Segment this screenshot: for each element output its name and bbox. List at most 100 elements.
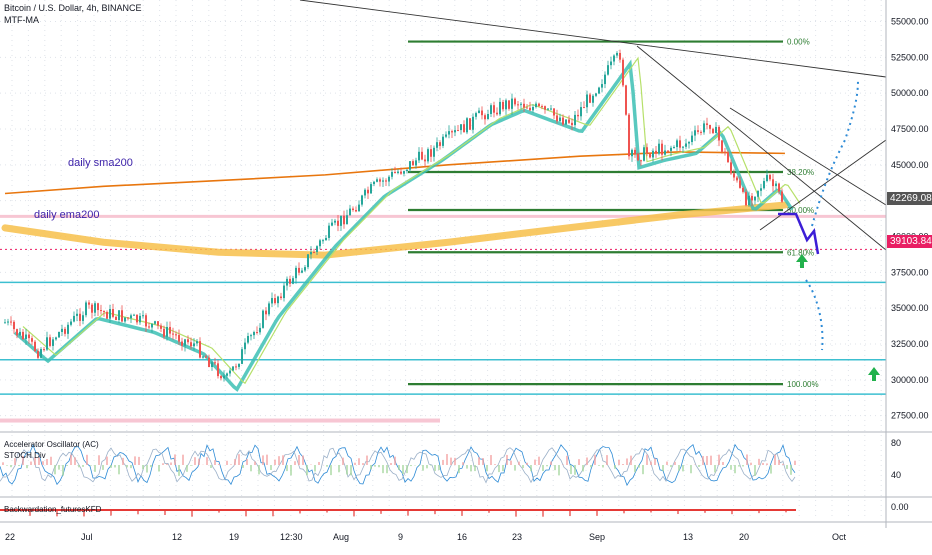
candle-body — [25, 335, 27, 340]
pane-tick-label: 80 — [891, 438, 901, 448]
ac-histogram-bar — [82, 465, 84, 467]
candle-body — [781, 191, 783, 201]
ac-histogram-bar — [762, 463, 764, 465]
candle-body — [481, 111, 483, 116]
candle-body — [148, 326, 150, 327]
ac-histogram-bar — [750, 463, 752, 465]
candle-body — [427, 149, 429, 161]
candle-body — [757, 191, 759, 197]
ac-histogram-bar — [78, 465, 80, 467]
candle-body — [217, 363, 219, 376]
candle-body — [169, 327, 171, 334]
ac-histogram-bar — [702, 456, 704, 465]
candle-body — [742, 188, 744, 192]
ac-histogram-bar — [438, 465, 440, 470]
ac-histogram-bar — [786, 465, 788, 469]
ac-histogram-bar — [442, 460, 444, 465]
candle-body — [748, 196, 750, 205]
candle-body — [688, 142, 690, 143]
price-tick-label: 45000.00 — [891, 160, 929, 170]
sma200-annotation: daily sma200 — [68, 157, 133, 169]
ac-histogram-bar — [554, 465, 556, 470]
ac-histogram-bar — [326, 465, 328, 467]
ac-histogram-bar — [778, 460, 780, 465]
ac-histogram-bar — [730, 465, 732, 470]
candle-body — [478, 111, 480, 114]
ac-histogram-bar — [626, 458, 628, 465]
ac-histogram-bar — [162, 463, 164, 465]
candle-body — [460, 124, 462, 130]
ac-histogram-bar — [346, 465, 348, 475]
ac-histogram-bar — [342, 458, 344, 465]
candle-body — [517, 104, 519, 105]
candle-body — [37, 351, 39, 358]
ac-histogram-bar — [370, 465, 372, 469]
time-tick-label: 13 — [683, 532, 693, 542]
candle-body — [394, 172, 396, 173]
candle-body — [670, 148, 672, 151]
candle-body — [640, 160, 642, 161]
stoch-pane-label: STOCH Div — [4, 451, 46, 460]
ac-histogram-bar — [534, 460, 536, 465]
candle-body — [208, 358, 210, 367]
ac-histogram-bar — [770, 465, 772, 474]
candle-body — [496, 113, 498, 115]
candle-body — [22, 332, 24, 339]
ac-histogram-bar — [190, 465, 192, 466]
ac-histogram-bar — [278, 456, 280, 465]
candle-body — [775, 184, 777, 187]
candle-body — [475, 113, 477, 117]
price-tick-label: 32500.00 — [891, 339, 929, 349]
candle-body — [706, 123, 708, 125]
ac-histogram-bar — [582, 465, 584, 471]
candle-body — [604, 75, 606, 84]
candle-body — [301, 271, 303, 273]
candle-body — [163, 329, 165, 337]
ac-histogram-bar — [18, 465, 20, 466]
candle-body — [76, 314, 78, 316]
candle-body — [307, 254, 309, 267]
candle-body — [145, 315, 147, 326]
ac-histogram-bar — [586, 458, 588, 465]
ac-histogram-bar — [182, 455, 184, 465]
ac-histogram-bar — [774, 455, 776, 465]
time-tick-label: Oct — [832, 532, 847, 542]
price-tick-label: 52500.00 — [891, 52, 929, 62]
candle-body — [349, 209, 351, 216]
ac-histogram-bar — [366, 456, 368, 465]
ac-histogram-bar — [574, 465, 576, 475]
candle-body — [508, 100, 510, 108]
candle-body — [562, 118, 564, 125]
candle-body — [559, 118, 561, 122]
candle-body — [472, 117, 474, 130]
ac-histogram-bar — [406, 465, 408, 473]
candle-body — [391, 172, 393, 177]
ac-histogram-bar — [474, 465, 476, 471]
ac-histogram-bar — [518, 462, 520, 465]
ac-histogram-bar — [214, 460, 216, 465]
ac-histogram-bar — [242, 465, 244, 468]
candle-body — [205, 356, 207, 357]
time-tick-label: Sep — [589, 532, 605, 542]
candle-body — [358, 205, 360, 212]
ac-histogram-bar — [602, 465, 604, 467]
candle-body — [397, 172, 399, 173]
fib-level-label: 0.00% — [787, 38, 810, 47]
candle-body — [379, 179, 381, 181]
ac-histogram-bar — [758, 459, 760, 465]
ac-histogram-bar — [378, 465, 380, 467]
ac-histogram-bar — [382, 465, 384, 473]
ac-histogram-bar — [390, 463, 392, 465]
candle-body — [682, 147, 684, 148]
candle-body — [577, 115, 579, 116]
candle-body — [289, 279, 291, 284]
candle-body — [85, 302, 87, 315]
candle-body — [436, 142, 438, 148]
candle-body — [469, 118, 471, 130]
ac-histogram-bar — [86, 455, 88, 465]
candle-body — [574, 115, 576, 125]
pane-tick-label: 40 — [891, 470, 901, 480]
candle-body — [232, 366, 234, 370]
